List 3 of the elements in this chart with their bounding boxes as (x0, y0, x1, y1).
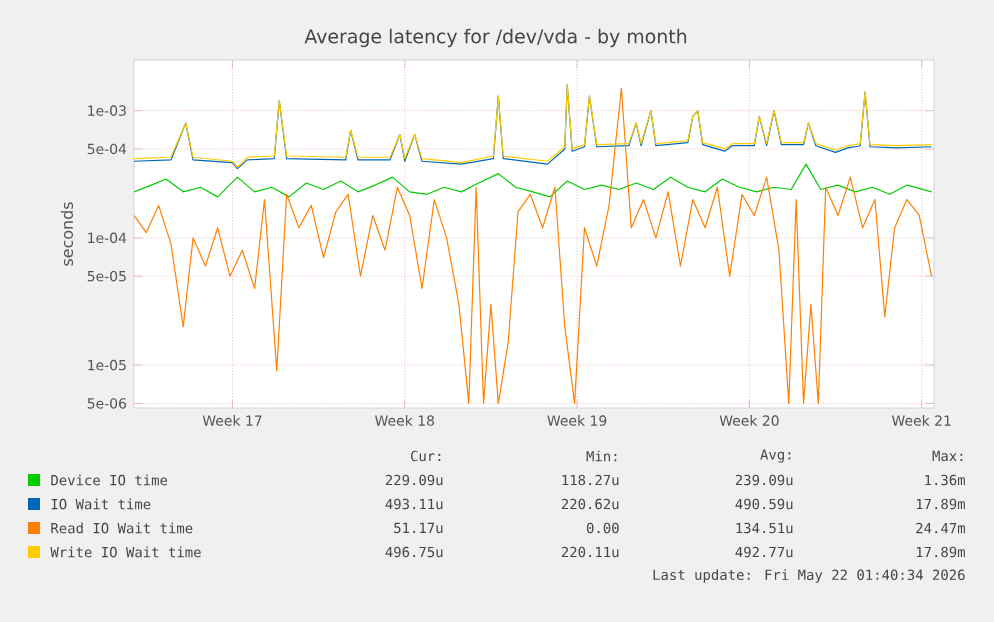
chart-title: Average latency for /dev/vda - by month (304, 28, 687, 48)
line-series (134, 163, 933, 198)
line-series (134, 87, 933, 404)
